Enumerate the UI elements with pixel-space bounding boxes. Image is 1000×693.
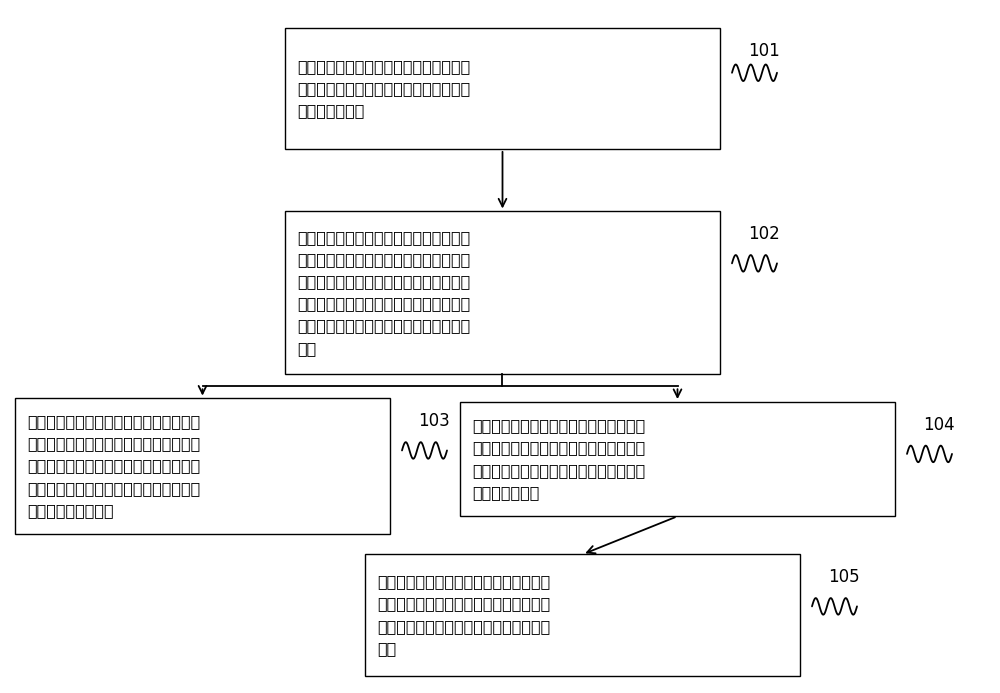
FancyBboxPatch shape bbox=[365, 554, 800, 676]
FancyBboxPatch shape bbox=[15, 398, 390, 534]
Text: 客户端下载文件：客户端从云存储服务器
下载得到文件密文，从智能合约中得到密
钥密文；使用本地保存的私钥解密密钥密
文得到文件密钥，使用文件密钥解密文件
密文得到: 客户端下载文件：客户端从云存储服务器 下载得到文件密文，从智能合约中得到密 钥密… bbox=[27, 414, 200, 518]
Text: 104: 104 bbox=[923, 416, 955, 434]
Text: 文件删除验证：客户端再次调用对应文件
智能合约，智能合约无法被调用，无法读
到有效地密钥密文，则证明删除工作已经
完成: 文件删除验证：客户端再次调用对应文件 智能合约，智能合约无法被调用，无法读 到有… bbox=[377, 574, 550, 656]
FancyBboxPatch shape bbox=[285, 28, 720, 149]
Text: 智能合约部署：客户端构造智能合约创建
交易并提交，将交易提交后的得到的交易
哈希存储在本地: 智能合约部署：客户端构造智能合约创建 交易并提交，将交易提交后的得到的交易 哈希… bbox=[297, 59, 470, 118]
Text: 客户端外包文件数据：客户端生成对称文
件密钥，使用该密钥加密文件得到文件密
文，使用客户端的公钥加密文件密钥得到
密钥密文；用户端将文件密文上传给云存
储服务器: 客户端外包文件数据：客户端生成对称文 件密钥，使用该密钥加密文件得到文件密 文，… bbox=[297, 230, 470, 356]
Text: 文件删除：客户端向云存储服务器发送请
求要求删除云存储中的文件密文，调用智
能合约要求智能合约覆盖密钥密文所在的
存储空间并自毁: 文件删除：客户端向云存储服务器发送请 求要求删除云存储中的文件密文，调用智 能合… bbox=[472, 419, 645, 500]
Text: 101: 101 bbox=[748, 42, 780, 60]
FancyBboxPatch shape bbox=[285, 211, 720, 374]
Text: 105: 105 bbox=[828, 568, 860, 586]
Text: 102: 102 bbox=[748, 225, 780, 243]
Text: 103: 103 bbox=[418, 412, 450, 430]
FancyBboxPatch shape bbox=[460, 402, 895, 516]
